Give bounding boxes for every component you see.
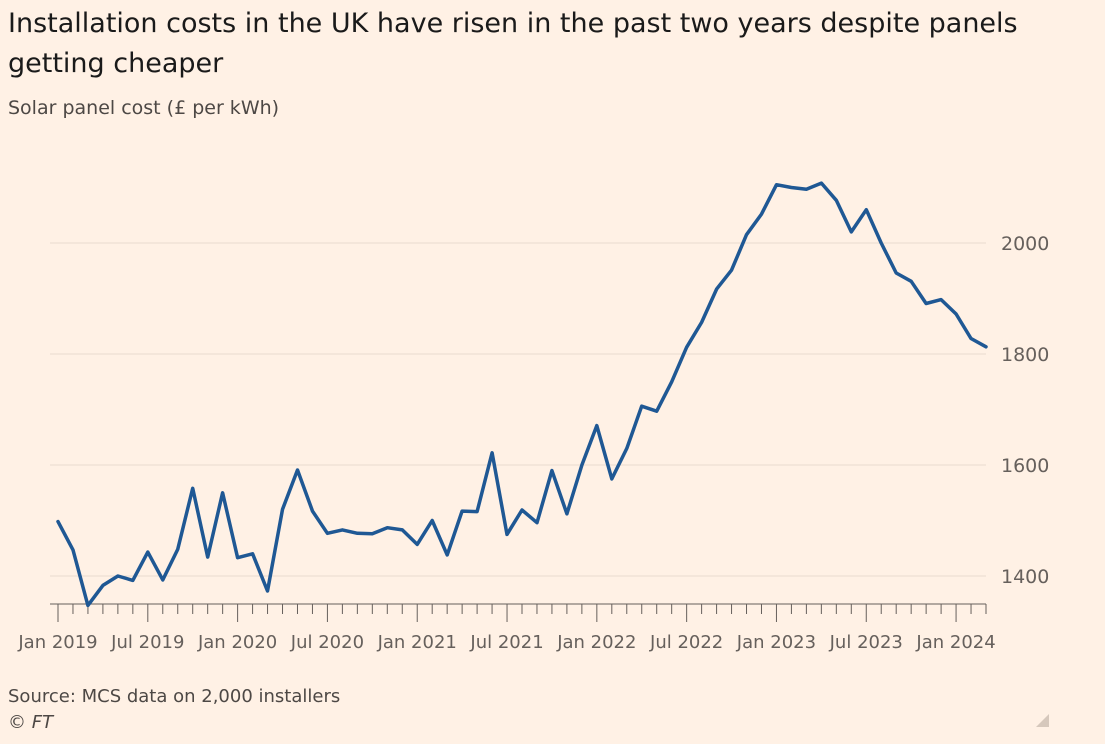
- copyright-credit: © FT: [8, 712, 54, 733]
- x-tick-label: Jan 2022: [556, 632, 636, 653]
- chart-title: Installation costs in the UK have risen …: [8, 8, 1018, 79]
- source-note: Source: MCS data on 2,000 installers: [8, 686, 341, 707]
- y-tick-label: 2000: [1001, 233, 1049, 255]
- x-tick-label: Jan 2024: [915, 632, 995, 653]
- x-tick-label: Jul 2020: [290, 632, 364, 653]
- chart-subtitle: Solar panel cost (£ per kWh): [8, 97, 280, 119]
- x-tick-label: Jul 2021: [469, 632, 543, 653]
- x-tick-label: Jul 2022: [649, 632, 723, 653]
- y-tick-label: 1600: [1001, 455, 1049, 477]
- y-tick-label: 1400: [1001, 566, 1049, 588]
- series-line: [56, 181, 988, 608]
- x-axis-tick-labels: Jan 2019 Jul 2019 Jan 2020 Jul 2020 Jan 2021…: [17, 632, 995, 653]
- y-tick-label: 1800: [1001, 344, 1049, 366]
- x-tick-label: Jan 2019: [17, 632, 97, 653]
- x-axis: [50, 603, 987, 622]
- x-tick-label: Jan 2021: [377, 632, 457, 653]
- x-tick-label: Jan 2020: [197, 632, 277, 653]
- resize-corner-icon: [1036, 714, 1049, 727]
- series-layer: [56, 181, 988, 608]
- y-axis-tick-labels: 1400 1600 1800 2000: [1001, 233, 1049, 588]
- gridlines: [50, 242, 986, 577]
- x-tick-label: Jul 2023: [829, 632, 903, 653]
- x-tick-label: Jul 2019: [110, 632, 184, 653]
- x-tick-label: Jan 2023: [736, 632, 816, 653]
